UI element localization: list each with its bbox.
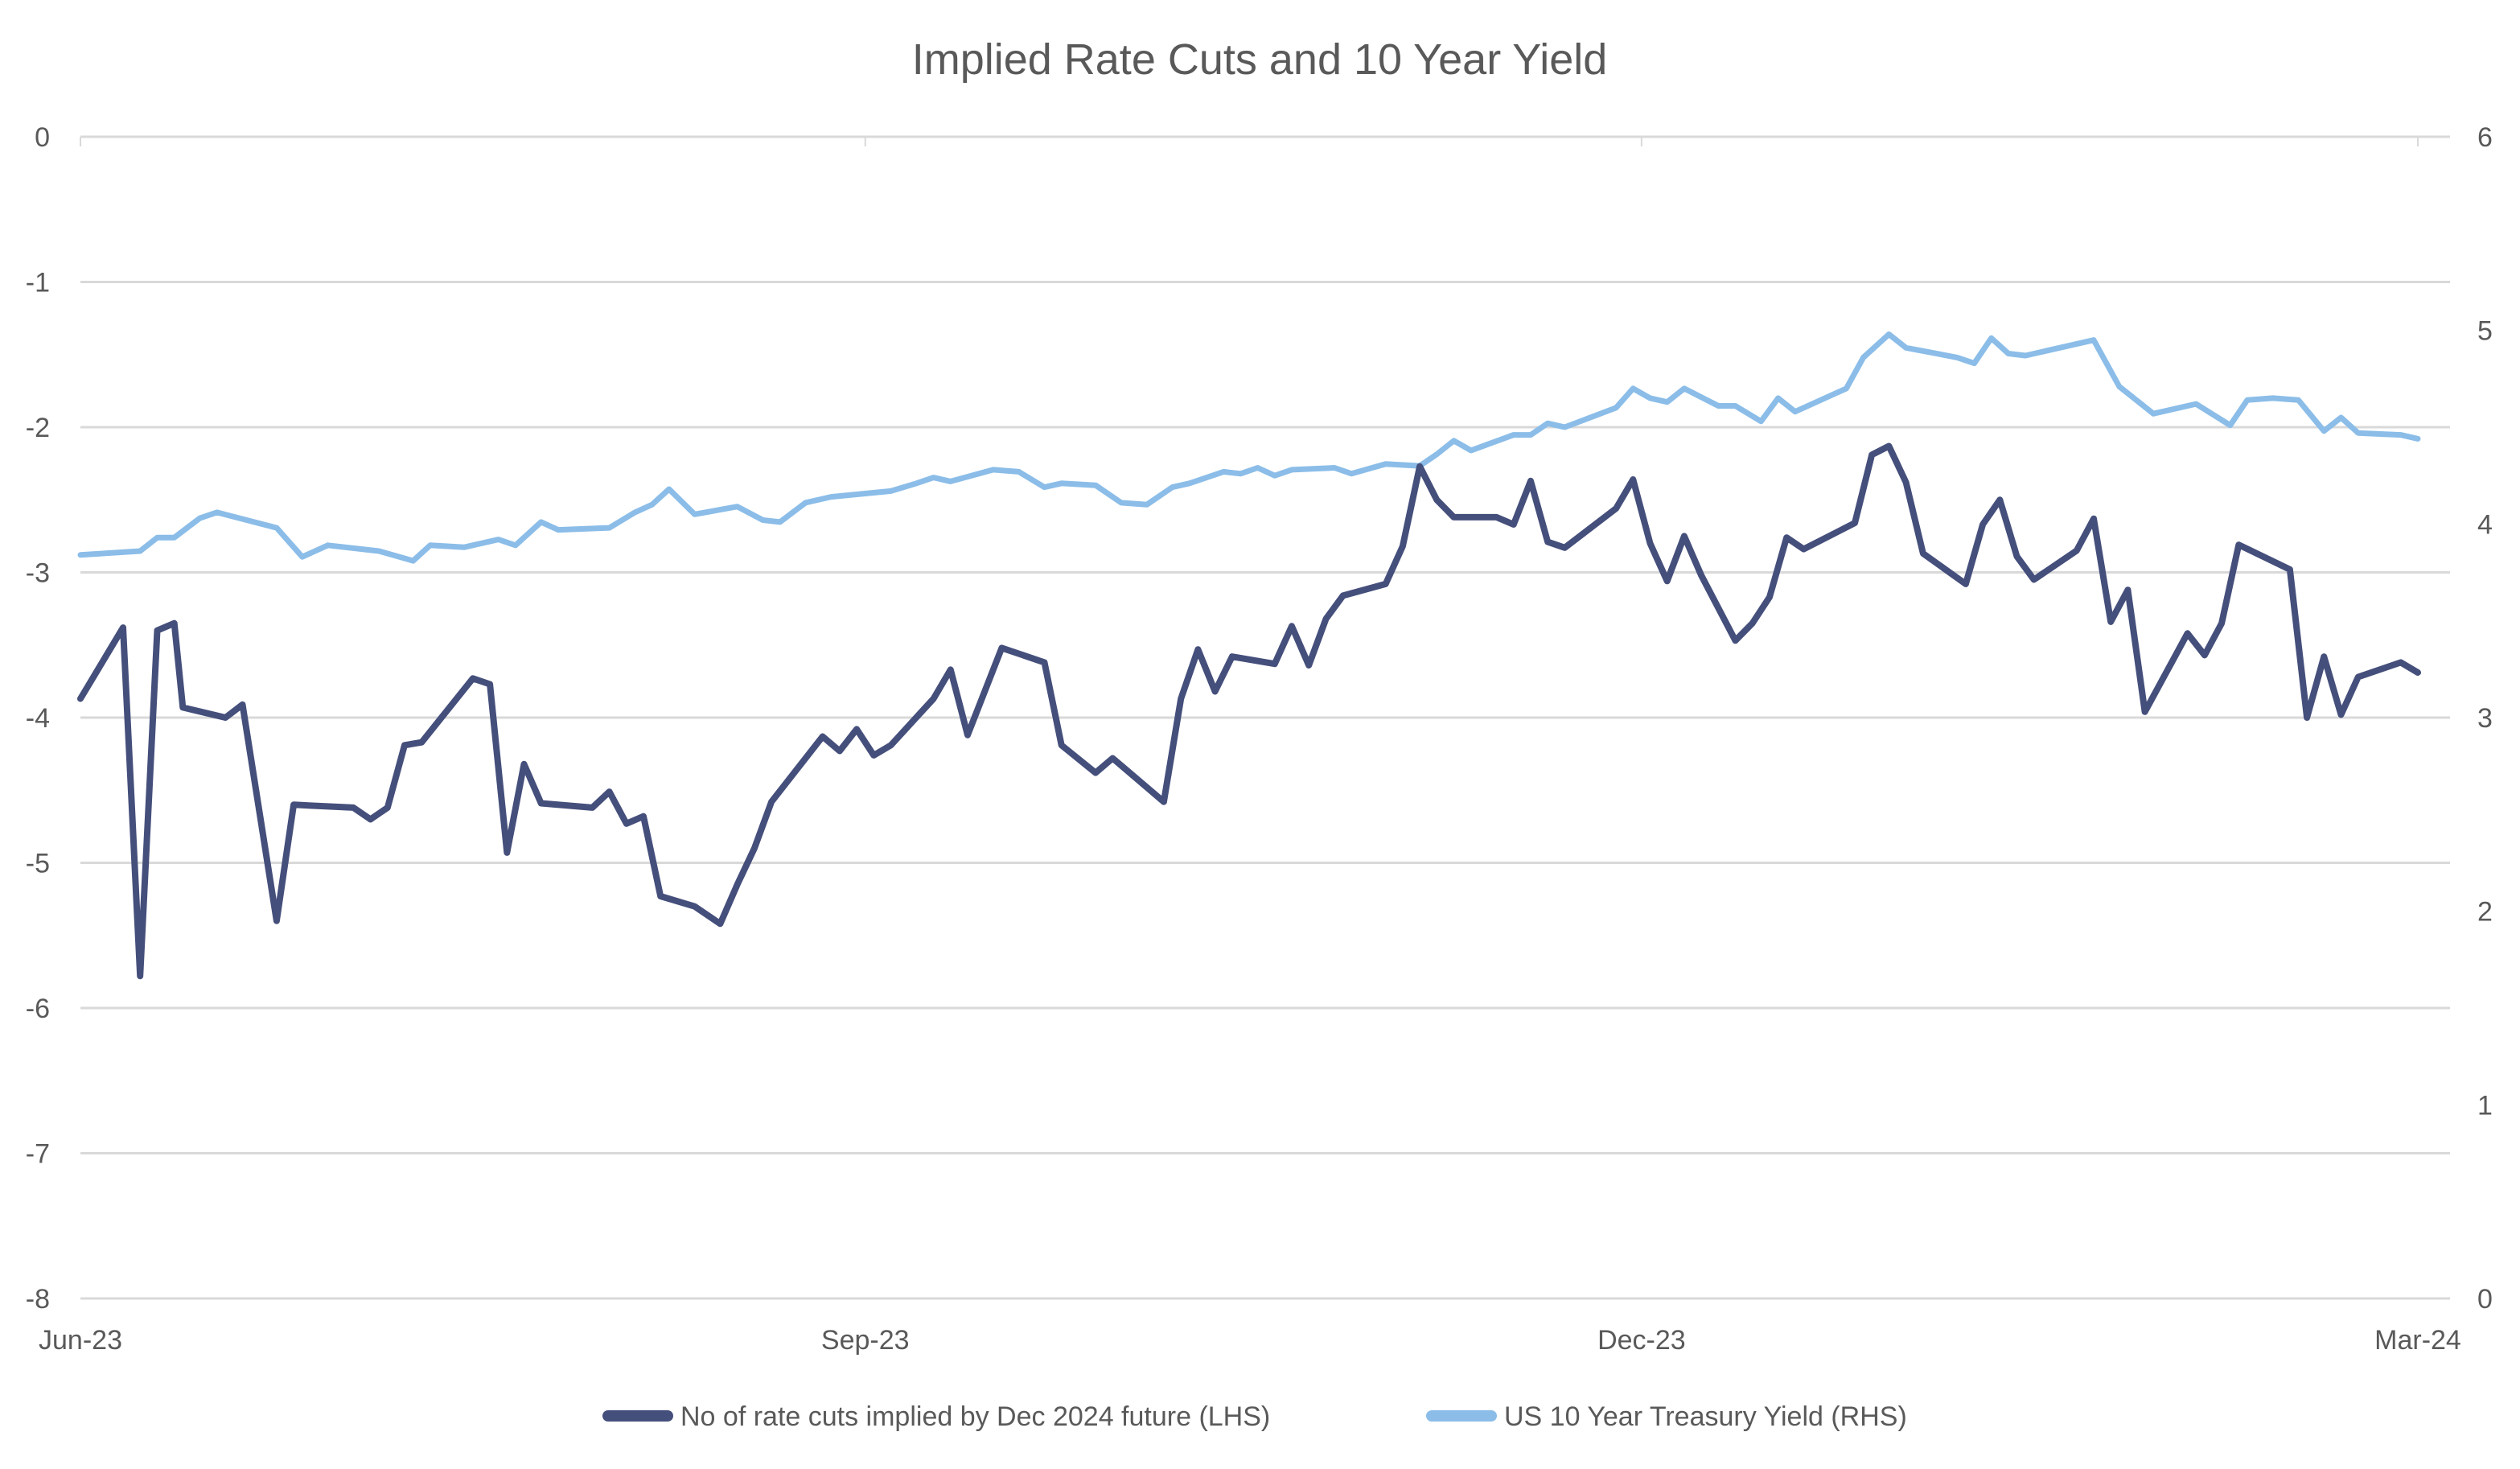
y-right-tick-label: 0: [2477, 1284, 2493, 1315]
legend: No of rate cuts implied by Dec 2024 futu…: [602, 1401, 1907, 1432]
x-axis-labels: Jun-23 Sep-23 Dec-23 Mar-24: [39, 1325, 2461, 1356]
y-left-tick-label: 0: [35, 122, 50, 153]
y-axis-left-labels: 0 -1 -2 -3 -4 -5 -6 -7 -8: [26, 122, 50, 1315]
y-right-tick-label: 5: [2477, 316, 2493, 347]
x-tick-label: Mar-24: [2374, 1325, 2461, 1356]
y-right-tick-label: 4: [2477, 509, 2493, 540]
y-left-tick-label: -3: [26, 558, 50, 589]
y-right-tick-label: 2: [2477, 897, 2493, 928]
x-tick-label: Jun-23: [39, 1325, 122, 1356]
legend-label-treasury-yield: US 10 Year Treasury Yield (RHS): [1504, 1401, 1907, 1432]
y-right-tick-label: 6: [2477, 122, 2493, 153]
y-axis-right-labels: 6 5 4 3 2 1 0: [2477, 122, 2493, 1315]
y-right-tick-label: 3: [2477, 703, 2493, 734]
y-right-tick-label: 1: [2477, 1090, 2493, 1121]
series-line-rate-cuts: [77, 442, 2421, 980]
y-left-tick-label: -6: [26, 994, 50, 1024]
y-left-tick-label: -1: [26, 268, 50, 298]
y-left-tick-label: -2: [26, 413, 50, 443]
y-left-tick-label: -8: [26, 1284, 50, 1315]
y-left-tick-label: -4: [26, 703, 50, 734]
gridlines: [80, 135, 2450, 1300]
series-line-treasury-yield: [77, 331, 2421, 564]
y-left-tick-label: -5: [26, 849, 50, 879]
x-tick-label: Sep-23: [821, 1325, 910, 1356]
y-left-tick-label: -7: [26, 1139, 50, 1170]
legend-label-rate-cuts: No of rate cuts implied by Dec 2024 futu…: [680, 1401, 1270, 1432]
chart-title: Implied Rate Cuts and 10 Year Yield: [912, 35, 1608, 84]
x-tick-label: Dec-23: [1597, 1325, 1686, 1356]
series-lines: [77, 331, 2421, 980]
x-axis-ticks: [80, 137, 2419, 146]
